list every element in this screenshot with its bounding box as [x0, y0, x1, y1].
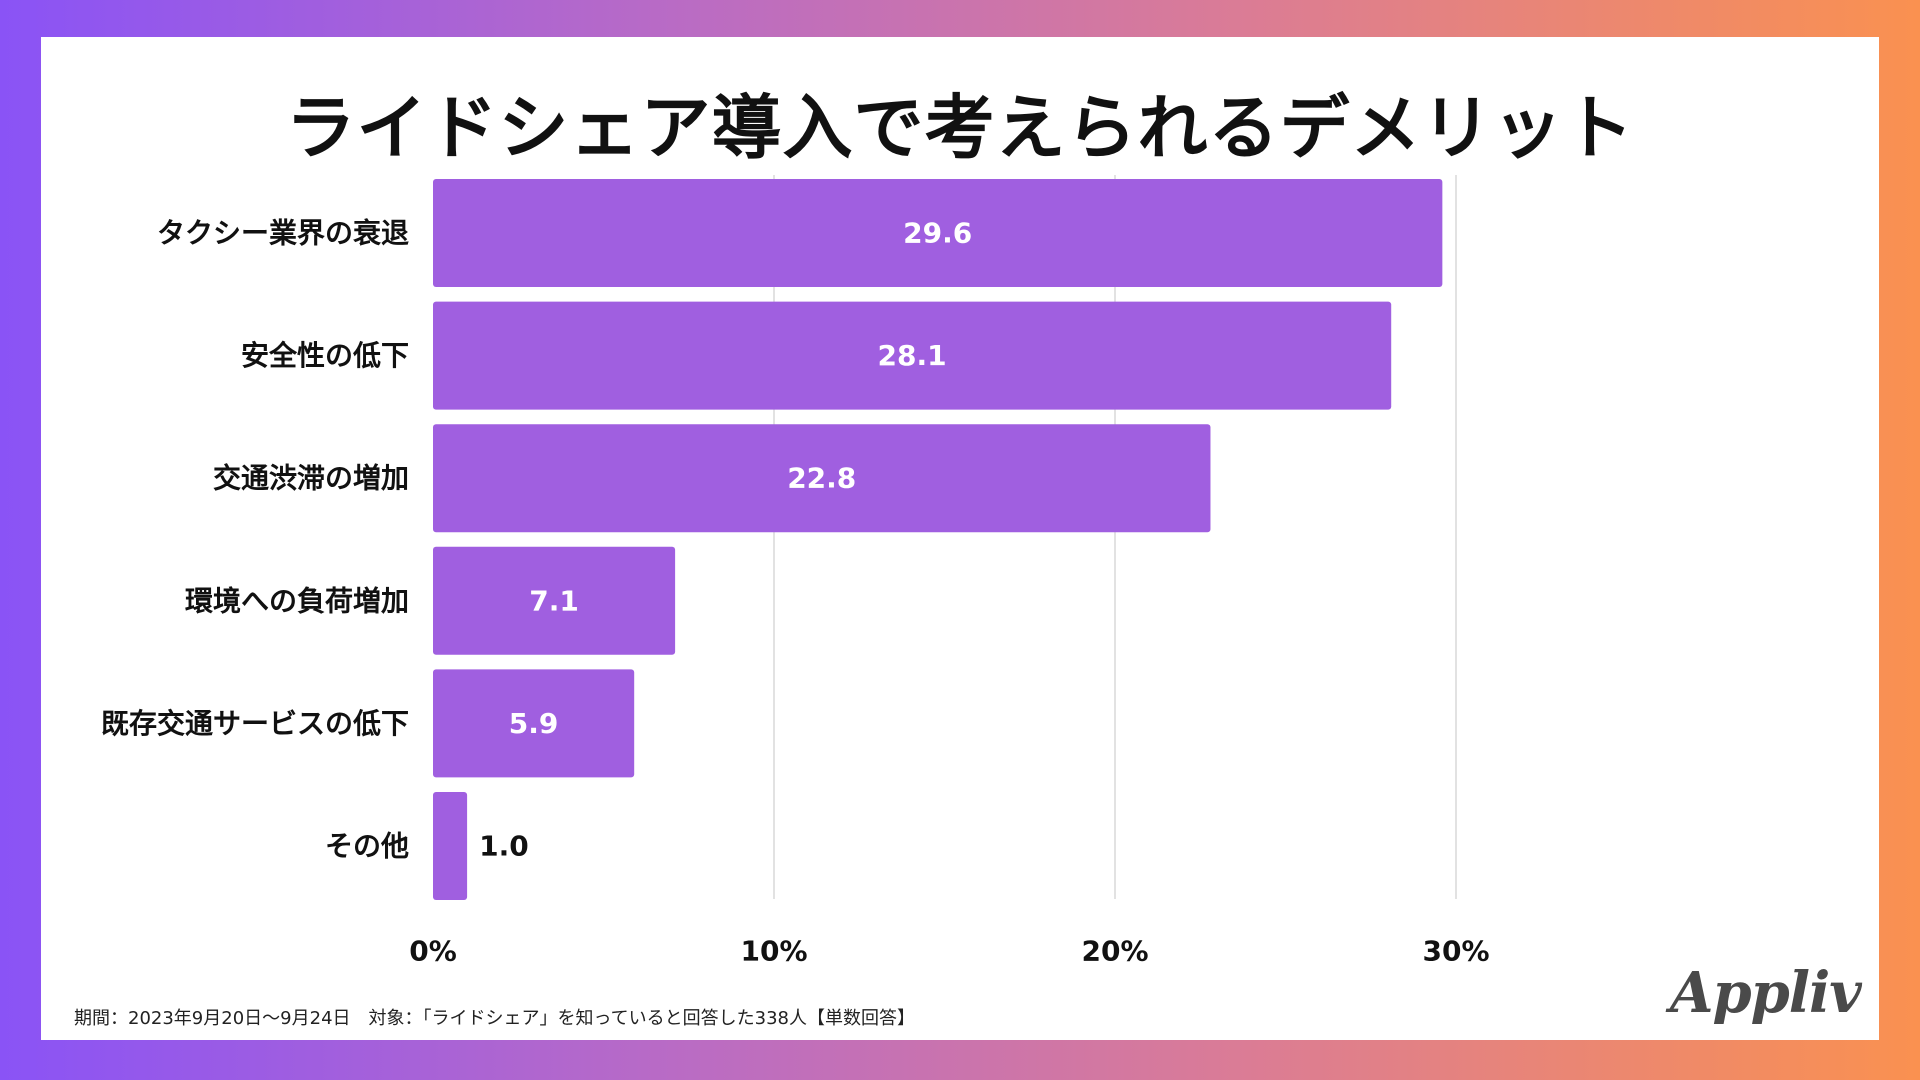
bar-0: [433, 179, 1443, 287]
applive-logo: Appliv: [1670, 960, 1862, 1026]
bar-5: [433, 792, 468, 900]
value-label-0: 29.6: [903, 217, 972, 250]
category-label-0: タクシー業界の衰退: [157, 217, 409, 250]
value-label-5: 1.0: [479, 830, 529, 863]
x-tick-label-3: 30%: [1422, 935, 1489, 968]
bar-3: [433, 546, 676, 655]
category-label-1: 安全性の低下: [241, 339, 409, 372]
bar-2: [433, 424, 1211, 533]
x-tick-label-0: 0%: [409, 935, 457, 968]
bar-4: [433, 669, 635, 778]
category-label-2: 交通渋滞の増加: [213, 462, 409, 495]
category-label-3: 環境への負荷増加: [185, 584, 409, 617]
value-label-4: 5.9: [509, 707, 559, 740]
category-label-5: その他: [325, 830, 409, 863]
category-label-4: 既存交通サービスの低下: [101, 707, 409, 740]
value-label-1: 28.1: [878, 339, 947, 372]
x-tick-label-1: 10%: [740, 935, 807, 968]
bar-1: [433, 301, 1392, 410]
chart-title: ライドシェア導入で考えられるデメリット: [285, 87, 1635, 169]
survey-footnote: 期間：2023年9月20日〜9月24日 対象：「ライドシェア」を知っていると回答…: [74, 1008, 915, 1029]
value-label-3: 7.1: [529, 584, 579, 617]
bar-chart: タクシー業界の衰退 29.6 安全性の低下 28.1 交通渋滞の増加 22.8 環境への負荷…: [101, 175, 1490, 968]
chart-card: ライドシェア導入で考えられるデメリット タクシー業界の衰退 29.6 安全性の低下 2…: [41, 37, 1879, 1040]
value-label-2: 22.8: [787, 462, 856, 495]
x-tick-label-2: 20%: [1081, 935, 1148, 968]
